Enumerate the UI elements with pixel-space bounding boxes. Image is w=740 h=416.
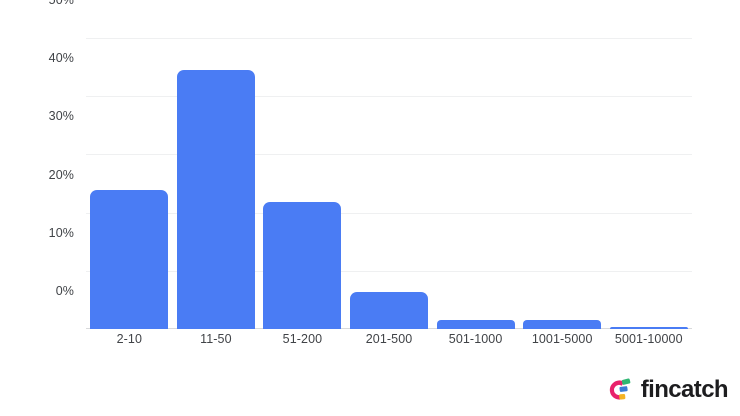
y-axis: 50% 40% 30% 20% 10% 0% <box>0 0 86 416</box>
x-axis-tick-label: 201-500 <box>365 332 413 346</box>
y-axis-tick-label: 20% <box>48 167 74 182</box>
x-axis-tick-label: 11-50 <box>200 332 232 346</box>
x-axis-tick-label: 51-200 <box>282 332 323 346</box>
bar-1001-5000[interactable] <box>523 320 602 329</box>
y-axis-tick-label: 10% <box>48 225 74 240</box>
y-axis-tick-label: 40% <box>48 51 74 66</box>
x-axis-tick-label: 1001-5000 <box>531 332 593 346</box>
x-axis-tick-label: 501-1000 <box>448 332 503 346</box>
bar-slot <box>259 38 346 329</box>
x-axis: 2-10 11-50 51-200 201-500 501-1000 1001-… <box>86 332 692 346</box>
y-axis-tick-label: 0% <box>55 284 74 298</box>
bar-11-50[interactable] <box>176 70 255 329</box>
bar-series <box>86 38 692 329</box>
brand-name: fincatch <box>640 376 729 403</box>
brand-logo: fincatch <box>605 375 729 405</box>
x-axis-tick-label: 5001-10000 <box>614 332 683 346</box>
y-axis-tick-label: 30% <box>48 109 74 124</box>
bar-501-1000[interactable] <box>436 320 515 329</box>
bar-51-200[interactable] <box>263 202 342 329</box>
bar-2-10[interactable] <box>90 190 169 329</box>
bar-5001-10000[interactable] <box>609 327 688 329</box>
bar-slot <box>346 38 433 329</box>
bar-slot <box>173 38 260 329</box>
bar-slot <box>432 38 519 329</box>
fincatch-logo-mark-icon <box>605 375 635 405</box>
plot-area <box>86 38 692 329</box>
y-axis-tick-label: 50% <box>48 0 74 7</box>
bar-slot <box>86 38 173 329</box>
bar-201-500[interactable] <box>350 291 429 329</box>
bar-slot <box>605 38 692 329</box>
x-axis-tick-label: 2-10 <box>116 332 142 346</box>
bar-slot <box>519 38 606 329</box>
